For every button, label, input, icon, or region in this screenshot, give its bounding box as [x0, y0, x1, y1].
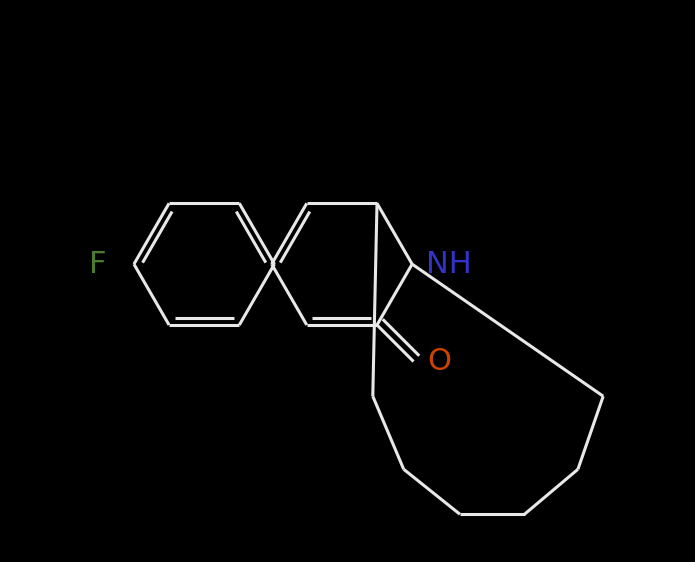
Text: F: F: [90, 250, 107, 279]
Text: O: O: [427, 347, 452, 376]
Text: NH: NH: [426, 250, 472, 279]
